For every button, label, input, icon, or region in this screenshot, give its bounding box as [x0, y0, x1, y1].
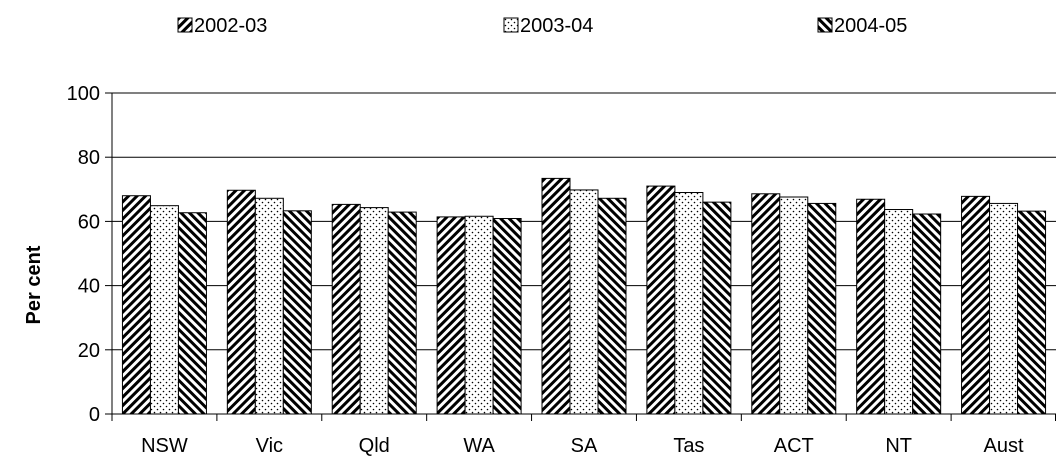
bar-2002-03-NT [856, 198, 886, 415]
bar-2004-05-Tas [702, 201, 732, 415]
bar-2003-04-Qld [359, 207, 389, 415]
bars [121, 177, 1047, 415]
y-tick-label: 80 [78, 147, 100, 169]
bar-2002-03-Aust [961, 195, 991, 415]
bar-2004-05-Vic [282, 210, 312, 415]
bar-2004-05-WA [492, 218, 522, 415]
legend-label: 2002-03 [194, 15, 267, 37]
bar-2002-03-NSW [121, 195, 151, 415]
legend-label: 2004-05 [834, 15, 907, 37]
x-tick-label: Vic [256, 435, 283, 457]
bar-2004-05-Aust [1017, 210, 1047, 415]
bar-2003-04-WA [464, 215, 494, 415]
bar-2004-05-ACT [807, 202, 837, 415]
bar-2003-04-NT [884, 209, 914, 415]
bar-2002-03-ACT [751, 193, 781, 415]
x-tick-label: NT [885, 435, 912, 457]
y-tick-label: 20 [78, 340, 100, 362]
bar-2002-03-Vic [226, 189, 256, 415]
bar-2002-03-Tas [646, 185, 676, 415]
bar-2004-05-Qld [387, 211, 417, 415]
x-tick-label: WA [463, 435, 495, 457]
x-tick-label: NSW [141, 435, 188, 457]
y-tick-label: 100 [67, 83, 100, 105]
x-tick-label: Aust [984, 435, 1024, 457]
y-tick-label: 40 [78, 276, 100, 298]
bar-2003-04-SA [569, 189, 599, 415]
bar-2003-04-Aust [989, 202, 1019, 415]
y-tick-label: 0 [89, 404, 100, 426]
legend-swatch-2004-05 [817, 17, 833, 33]
y-tick-labels: 0 20 40 60 80 100 [67, 83, 100, 426]
legend-label: 2003-04 [520, 15, 593, 37]
bar-2004-05-NT [912, 213, 942, 415]
x-tick-label: SA [571, 435, 598, 457]
y-tick-label: 60 [78, 211, 100, 233]
x-tick-label: ACT [774, 435, 814, 457]
y-axis-label: Per cent [23, 245, 45, 324]
bar-2003-04-ACT [779, 196, 809, 415]
x-tick-label: Qld [359, 435, 390, 457]
x-tick-label: Tas [673, 435, 704, 457]
bar-2003-04-Vic [254, 197, 284, 415]
legend-swatch-2002-03 [177, 17, 193, 33]
bar-2003-04-Tas [674, 192, 704, 415]
bar-2002-03-Qld [331, 203, 361, 415]
bar-2002-03-SA [541, 177, 571, 415]
bar-2004-05-NSW [177, 212, 207, 415]
legend-swatch-2003-04 [503, 17, 519, 33]
bar-2003-04-NSW [149, 205, 179, 415]
x-tick-labels: NSW Vic Qld WA SA Tas ACT NT Aust [141, 435, 1024, 457]
bar-2004-05-SA [597, 197, 627, 415]
legend: 2002-03 2003-04 2004-05 [177, 15, 907, 37]
bar-2002-03-WA [436, 216, 466, 415]
